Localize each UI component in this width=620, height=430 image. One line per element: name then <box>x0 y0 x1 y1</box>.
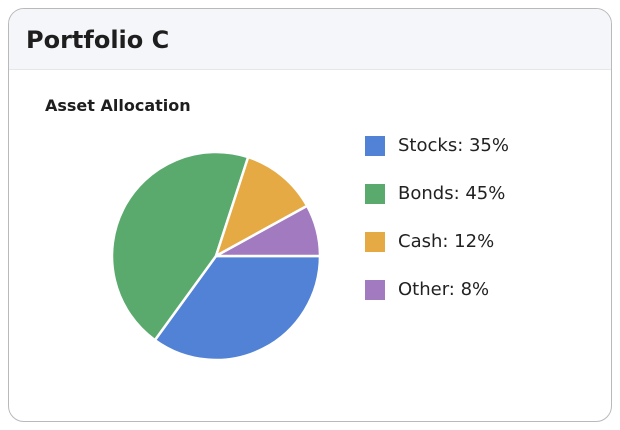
legend-swatch-stocks <box>365 135 385 156</box>
legend-swatch-other <box>365 279 385 300</box>
legend-label-cash: Cash: 12% <box>398 231 495 252</box>
legend-swatch-cash <box>365 231 385 252</box>
chart-title: Asset Allocation <box>45 96 191 115</box>
pie-slice-stocks <box>153 254 322 362</box>
legend-item-cash: Cash: 12% <box>365 231 494 252</box>
pie-slice-other <box>214 204 322 258</box>
legend-label-other: Other: 8% <box>398 279 490 300</box>
legend-item-other: Other: 8% <box>365 279 489 300</box>
portfolio-card: Portfolio C Asset Allocation Stocks: 35%… <box>8 8 612 422</box>
legend-label-bonds: Bonds: 45% <box>398 183 506 204</box>
legend-item-stocks: Stocks: 35% <box>365 135 509 156</box>
portfolio-title: Portfolio C <box>26 26 170 54</box>
legend-label-stocks: Stocks: 35% <box>398 135 509 156</box>
pie-slice-bonds <box>110 150 250 342</box>
legend-item-bonds: Bonds: 45% <box>365 183 505 204</box>
legend-swatch-bonds <box>365 183 385 204</box>
allocation-pie-chart <box>110 150 322 362</box>
pie-slice-cash <box>214 155 309 258</box>
card-header: Portfolio C <box>9 9 611 70</box>
